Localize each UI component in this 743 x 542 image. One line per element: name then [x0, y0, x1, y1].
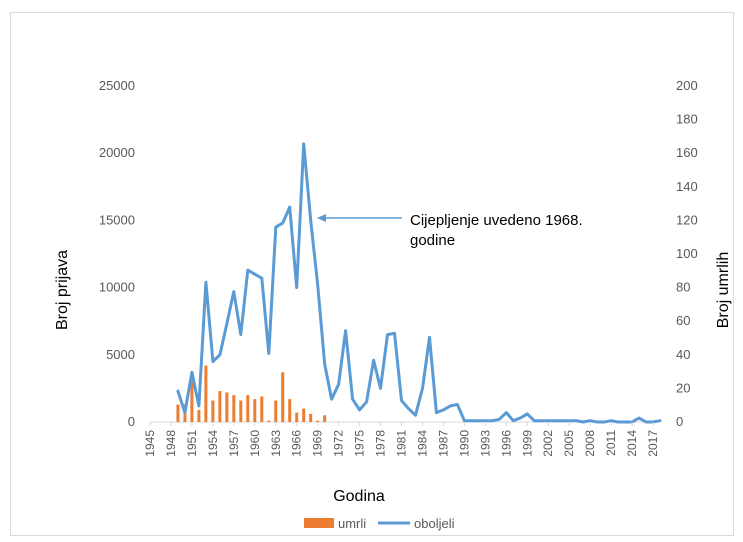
- bars-umrli: [176, 365, 327, 422]
- right-tick-label: 0: [676, 414, 683, 429]
- x-tick-label: 1960: [248, 430, 262, 457]
- x-tick-label: 1981: [395, 430, 409, 457]
- bar-umrli: [197, 409, 201, 422]
- annotation-line-2: godine: [410, 232, 455, 249]
- x-tick-label: 1945: [143, 430, 157, 457]
- x-tick-label: 1987: [436, 430, 450, 457]
- bar-umrli: [316, 420, 320, 422]
- bar-umrli: [204, 365, 208, 422]
- x-tick-label: 2017: [646, 430, 660, 457]
- x-tick-label: 1951: [185, 430, 199, 457]
- x-tick-label: 1975: [353, 430, 367, 457]
- bar-umrli: [260, 396, 264, 422]
- bar-umrli: [309, 413, 313, 422]
- bar-umrli: [225, 392, 229, 422]
- bar-umrli: [239, 400, 243, 422]
- bar-umrli: [176, 404, 180, 422]
- x-tick-label: 1948: [164, 430, 178, 457]
- bar-umrli: [232, 395, 236, 422]
- x-tick-label: 2011: [604, 430, 618, 456]
- bar-umrli: [190, 381, 194, 422]
- annotation-line-1: Cijepljenje uvedeno 1968.: [410, 212, 583, 229]
- bar-umrli: [253, 399, 257, 422]
- x-tick-label: 1954: [206, 430, 220, 457]
- x-tick-label: 1993: [478, 430, 492, 457]
- x-tick-label: 1966: [290, 430, 304, 457]
- right-tick-label: 20: [676, 380, 690, 395]
- x-tick-label: 1963: [269, 430, 283, 457]
- left-tick-label: 20000: [99, 145, 135, 160]
- left-tick-label: 25000: [99, 78, 135, 93]
- bar-umrli: [288, 399, 292, 422]
- bar-umrli: [246, 395, 250, 422]
- left-axis-ticks: 0 5000 10000 15000 20000 25000: [99, 78, 135, 429]
- y-axis-title-left: Broj prijava: [54, 250, 71, 330]
- bar-umrli: [295, 412, 299, 422]
- annotation-arrowhead: [317, 214, 326, 222]
- right-tick-label: 100: [676, 246, 698, 261]
- x-tick-label: 1996: [499, 430, 513, 457]
- bar-umrli: [211, 400, 215, 422]
- legend: umrli oboljeli: [304, 516, 455, 531]
- bar-umrli: [302, 408, 306, 422]
- legend-label-umrli: umrli: [338, 516, 366, 531]
- x-tick-label: 1990: [457, 430, 471, 457]
- x-axis-title: Godina: [333, 488, 385, 505]
- left-tick-label: 5000: [106, 347, 135, 362]
- annotation: Cijepljenje uvedeno 1968. godine: [317, 212, 583, 249]
- bar-umrli: [274, 400, 278, 422]
- right-tick-label: 80: [676, 280, 690, 295]
- right-tick-label: 40: [676, 347, 690, 362]
- right-tick-label: 200: [676, 78, 698, 93]
- right-axis-ticks: 0 20 40 60 80 100 120 140 160 180 200: [676, 78, 698, 429]
- y-axis-title-right: Broj umrlih: [715, 252, 732, 328]
- legend-label-oboljeli: oboljeli: [414, 516, 455, 531]
- right-tick-label: 60: [676, 313, 690, 328]
- x-tick-label: 1999: [520, 430, 534, 457]
- line-oboljeli: [176, 142, 662, 424]
- x-axis-ticks: 1945 1948 1951 1954 1957 1960 1963 1966 1969 1972…: [143, 422, 660, 457]
- x-tick-label: 1984: [415, 430, 429, 457]
- x-tick-label: 2002: [541, 430, 555, 457]
- bar-umrli: [323, 415, 327, 422]
- left-tick-label: 10000: [99, 280, 135, 295]
- right-tick-label: 160: [676, 145, 698, 160]
- x-tick-label: 1969: [311, 430, 325, 457]
- right-tick-label: 140: [676, 179, 698, 194]
- x-tick-label: 2008: [583, 430, 597, 457]
- x-tick-label: 1978: [374, 430, 388, 457]
- bar-umrli: [267, 420, 271, 422]
- legend-swatch-umrli: [304, 518, 334, 528]
- left-tick-label: 0: [128, 414, 135, 429]
- bar-umrli: [218, 391, 222, 422]
- chart-frame: [10, 12, 734, 536]
- x-tick-label: 2014: [625, 430, 639, 457]
- bar-umrli: [281, 372, 285, 422]
- x-tick-label: 2005: [562, 430, 576, 457]
- x-tick-label: 1957: [227, 430, 241, 457]
- x-tick-label: 1972: [332, 430, 346, 457]
- right-tick-label: 120: [676, 212, 698, 227]
- line-path-oboljeli: [176, 142, 662, 424]
- right-tick-label: 180: [676, 112, 698, 127]
- left-tick-label: 15000: [99, 212, 135, 227]
